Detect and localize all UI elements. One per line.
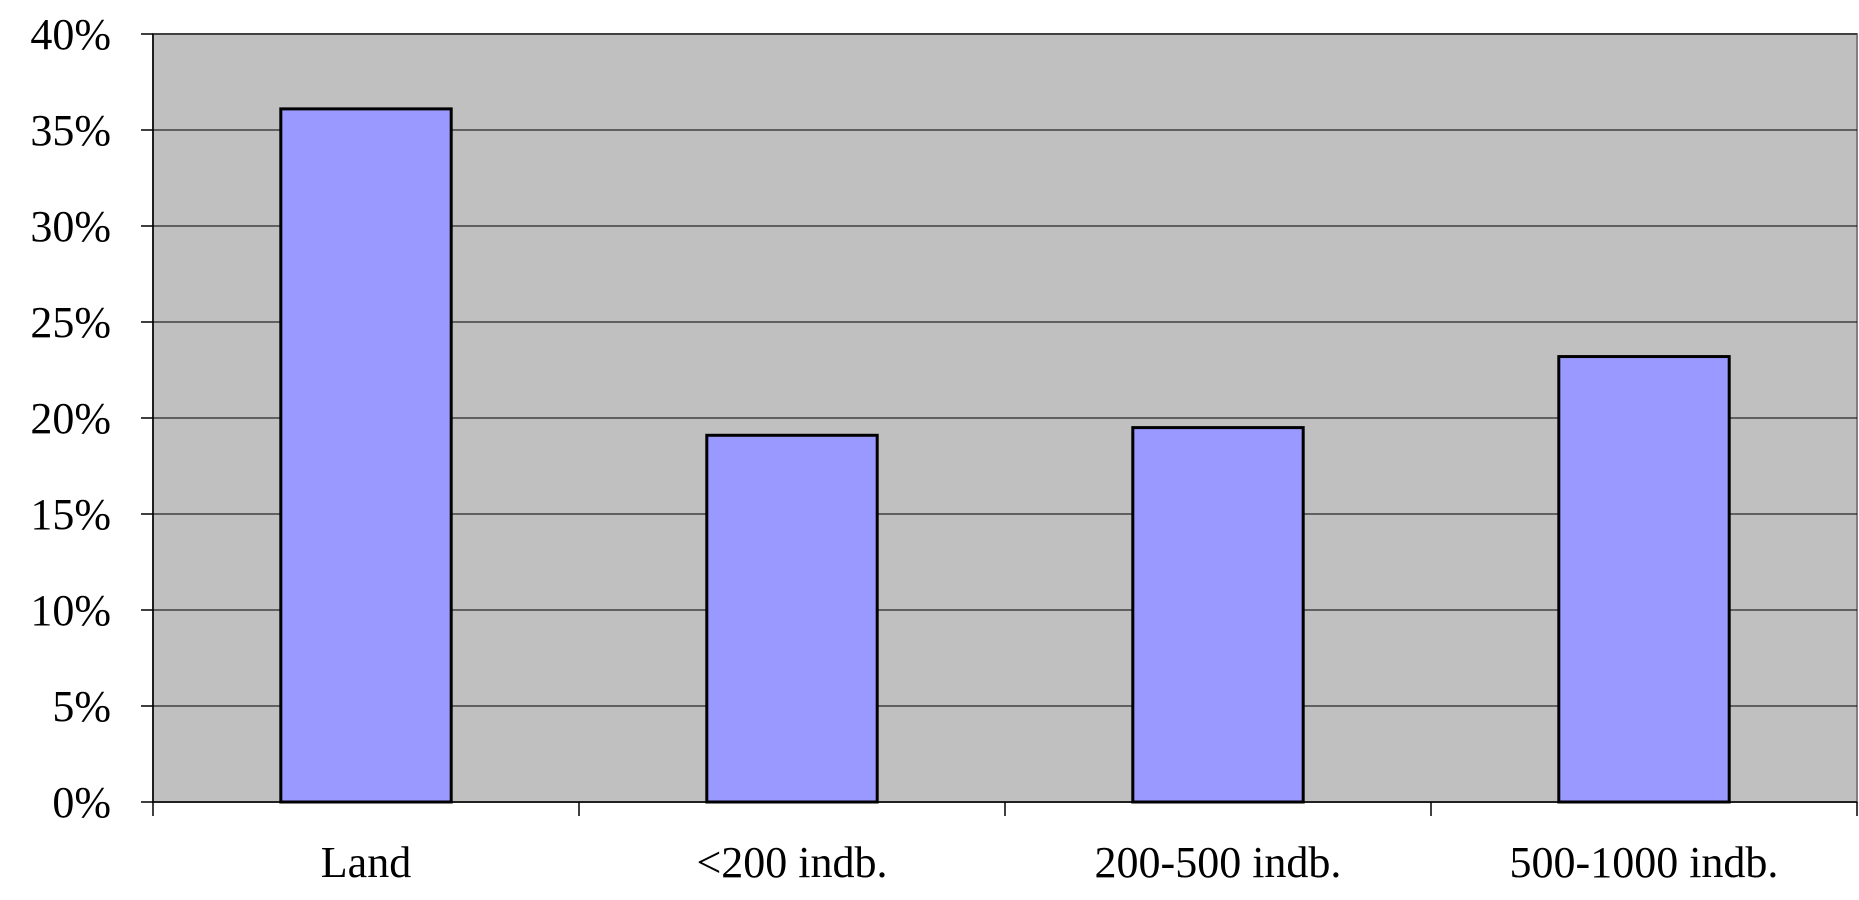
- x-axis-ticks: Land <200 indb. 200-500 indb. 500-1000 indb…: [152, 802, 1858, 887]
- y-tick-label: 10%: [30, 586, 111, 635]
- y-tick-label: 40%: [30, 10, 111, 59]
- y-tick-label: 0%: [52, 778, 111, 827]
- bar: [279, 107, 453, 804]
- y-tick-label: 5%: [52, 682, 111, 731]
- x-category-label: Land: [321, 838, 411, 887]
- bars: [279, 107, 1731, 804]
- bar: [1131, 426, 1305, 804]
- y-tick-label: 25%: [30, 298, 111, 347]
- bar: [1557, 355, 1731, 804]
- x-category-label: 200-500 indb.: [1095, 838, 1342, 887]
- y-tick-label: 30%: [30, 202, 111, 251]
- y-axis-ticks: 0% 5% 10% 15% 20% 25% 30% 35% 40%: [30, 10, 153, 827]
- y-tick-label: 35%: [30, 106, 111, 155]
- y-tick-label: 15%: [30, 490, 111, 539]
- y-tick-label: 20%: [30, 394, 111, 443]
- x-category-label: <200 indb.: [696, 838, 887, 887]
- x-category-label: 500-1000 indb.: [1510, 838, 1779, 887]
- bar: [705, 433, 879, 804]
